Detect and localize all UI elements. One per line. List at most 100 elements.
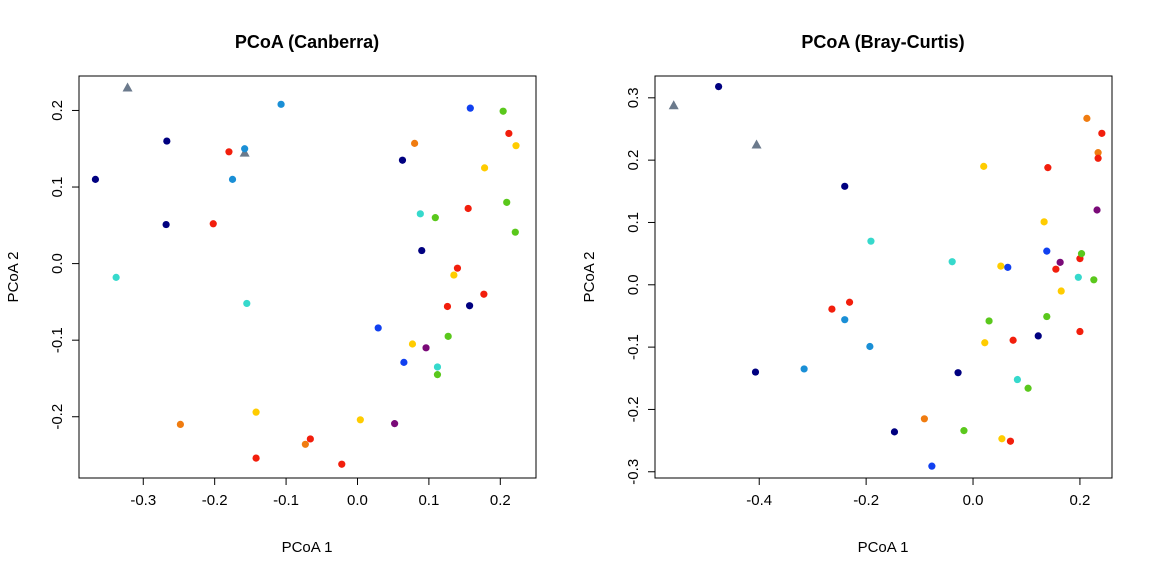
data-point [252, 454, 260, 462]
data-point [422, 344, 430, 352]
data-point [374, 324, 382, 332]
x-tick-label: 0.1 [418, 492, 439, 509]
data-point [176, 420, 184, 428]
y-axis: -0.3 -0.2 -0.1 0.0 0.1 0.2 0.3 [625, 87, 656, 485]
data-point [866, 342, 874, 351]
data-point [998, 435, 1006, 443]
data-point [499, 107, 507, 115]
data-point [418, 246, 426, 255]
data-point [1090, 276, 1098, 284]
data-point [985, 317, 993, 325]
data-point [450, 271, 458, 279]
data-point [480, 290, 488, 298]
data-points [91, 82, 520, 468]
data-point [1076, 327, 1084, 336]
data-point [453, 264, 462, 272]
data-point [1044, 164, 1052, 172]
data-point [465, 302, 474, 310]
y-tick-label: -0.3 [625, 459, 642, 485]
data-point [505, 129, 513, 138]
x-tick-label: 0.2 [490, 492, 511, 509]
data-point [503, 198, 511, 206]
data-point [715, 82, 723, 91]
x-tick-label: 0.2 [1070, 492, 1091, 509]
data-point [416, 210, 424, 218]
data-point [948, 258, 956, 266]
x-tick-label: 0.0 [347, 492, 368, 509]
x-tick-label: -0.2 [202, 492, 228, 509]
data-point [277, 100, 285, 108]
data-point [444, 332, 452, 340]
data-point [225, 148, 233, 156]
data-point [243, 299, 251, 308]
data-point [1034, 332, 1042, 340]
data-point [1043, 312, 1051, 321]
data-point [356, 416, 364, 424]
data-point [301, 440, 309, 448]
data-point [841, 316, 849, 324]
data-point [841, 182, 849, 190]
data-point-triangle [751, 139, 762, 149]
data-point [411, 139, 419, 147]
x-tick-label: -0.2 [853, 492, 879, 509]
x-axis-label: PCoA 1 [282, 539, 333, 556]
x-tick-label: -0.4 [746, 492, 772, 509]
data-point [845, 298, 854, 306]
data-point [997, 262, 1005, 270]
data-point [920, 415, 928, 423]
data-point [252, 408, 260, 416]
data-point [398, 156, 407, 164]
data-point [980, 162, 988, 170]
x-axis: -0.4 -0.2 0.0 0.2 [746, 477, 1091, 509]
y-tick-label: -0.1 [49, 327, 66, 353]
data-point [954, 369, 962, 377]
data-point [1009, 336, 1017, 344]
data-point [1094, 154, 1102, 162]
y-tick-label: 0.1 [625, 212, 642, 233]
data-point [408, 340, 417, 348]
x-axis-label: PCoA 1 [858, 539, 909, 556]
chart-title: PCoA (Canberra) [235, 32, 379, 52]
data-point [1013, 375, 1021, 384]
x-tick-label: 0.0 [963, 492, 984, 509]
data-point-triangle [122, 82, 133, 92]
y-tick-label: -0.1 [625, 334, 642, 360]
data-point [828, 305, 836, 313]
data-point [1024, 384, 1032, 392]
data-point [960, 427, 968, 435]
data-point [443, 302, 452, 311]
data-point [1083, 114, 1091, 122]
data-point [1093, 206, 1101, 214]
plot-frame [654, 75, 1113, 479]
y-tick-label: -0.2 [49, 404, 66, 430]
data-point [890, 428, 899, 436]
data-point [338, 460, 346, 468]
data-point [112, 273, 120, 281]
data-point [867, 237, 875, 245]
data-point [928, 462, 936, 470]
data-point [1056, 258, 1064, 266]
data-point [466, 104, 474, 112]
data-point [751, 368, 760, 376]
data-point [1052, 265, 1060, 273]
data-point [1098, 129, 1106, 137]
y-tick-label: 0.2 [625, 150, 642, 171]
bray-curtis-plot-panel: PCoA (Bray-Curtis) -0.4 -0.2 0.0 0.2 -0.3-0… [581, 32, 1113, 556]
y-axis-label: PCoA 2 [581, 252, 598, 303]
data-point [1004, 263, 1012, 271]
x-tick-label: -0.3 [130, 492, 156, 509]
data-point [163, 137, 171, 145]
data-point [209, 220, 217, 228]
data-point [91, 175, 100, 183]
data-points [668, 82, 1106, 470]
data-point [512, 142, 520, 150]
data-point [241, 145, 249, 153]
data-point [400, 358, 408, 366]
data-point [306, 435, 314, 443]
data-point [433, 363, 442, 371]
data-point [162, 220, 170, 229]
y-tick-label: 0.2 [49, 100, 66, 121]
data-point [480, 164, 489, 172]
